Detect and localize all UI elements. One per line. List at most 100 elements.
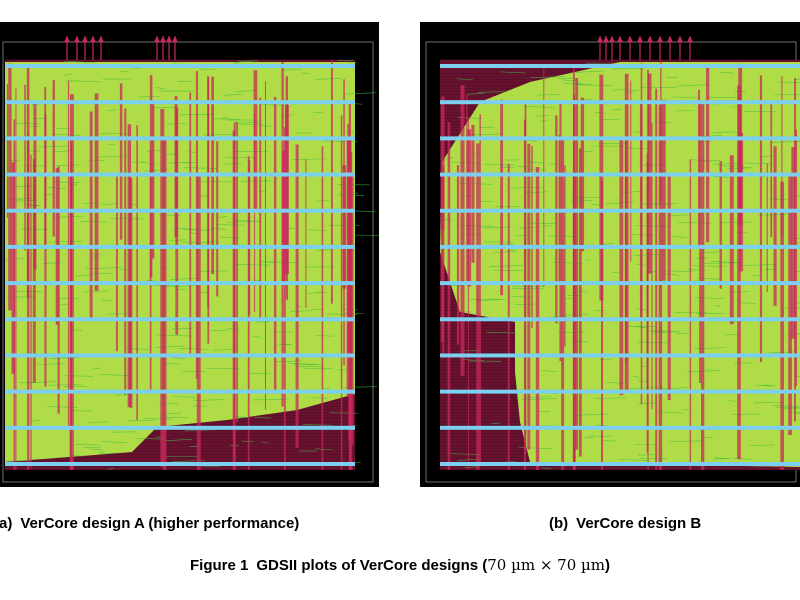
- routing-wire: [172, 395, 196, 398]
- routing-wire: [171, 356, 186, 360]
- power-rail: [5, 389, 355, 394]
- subcaption-a: (a) VerCore design A (higher performance): [0, 515, 299, 532]
- routing-wire: [627, 90, 639, 92]
- routing-wire: [179, 347, 209, 350]
- routing-wire: [635, 325, 646, 328]
- routing-wire: [64, 375, 94, 377]
- io-pin-head: [98, 36, 104, 42]
- routing-wire: [80, 221, 107, 223]
- routing-wire: [66, 80, 101, 83]
- io-pin-head: [657, 36, 663, 42]
- figure-caption: Figure 1 GDSII plots of VerCore designs (…: [0, 556, 800, 574]
- routing-wire: [631, 375, 640, 378]
- routing-wire: [6, 460, 31, 462]
- routing-wire: [89, 448, 103, 450]
- routing-wire: [262, 261, 298, 264]
- power-rail: [440, 389, 800, 394]
- routing-wire: [536, 114, 549, 117]
- routing-wire: [637, 341, 668, 344]
- routing-wire: [101, 299, 112, 301]
- routing-wire: [749, 444, 775, 446]
- routing-wire: [486, 331, 517, 334]
- routing-wire: [288, 362, 322, 365]
- power-rail: [440, 317, 800, 322]
- routing-wire: [649, 330, 679, 333]
- routing-wire: [456, 78, 474, 81]
- routing-wire: [537, 94, 560, 96]
- routing-wire: [223, 93, 242, 96]
- routing-wire: [494, 250, 518, 253]
- figure-number: Figure 1: [190, 557, 249, 574]
- routing-wire: [732, 458, 753, 460]
- routing-wire: [728, 400, 737, 402]
- routing-wire: [542, 370, 559, 372]
- routing-wire: [795, 79, 800, 80]
- routing-wire: [774, 93, 800, 95]
- routing-wire: [108, 143, 115, 146]
- routing-wire: [218, 216, 228, 218]
- routing-wire: [315, 78, 342, 80]
- routing-wire: [539, 119, 547, 122]
- routing-wire: [253, 335, 262, 338]
- routing-wire: [705, 369, 721, 371]
- routing-wire: [678, 84, 709, 87]
- figure-caption-close: ): [605, 557, 610, 574]
- routing-wire: [89, 272, 114, 275]
- routing-wire: [672, 96, 701, 99]
- routing-wire: [235, 90, 257, 92]
- routing-wire: [143, 418, 172, 420]
- routing-wire: [678, 221, 712, 224]
- routing-wire: [310, 397, 328, 399]
- power-rail: [440, 100, 800, 105]
- routing-wire: [241, 440, 254, 443]
- routing-wire: [526, 222, 555, 224]
- io-pin-head: [617, 36, 623, 42]
- io-pin-head: [64, 36, 70, 42]
- routing-wire: [683, 408, 690, 411]
- routing-wire: [226, 220, 259, 223]
- routing-wire: [169, 278, 197, 280]
- power-rail: [440, 64, 800, 68]
- power-rail: [5, 462, 355, 466]
- power-rail: [5, 244, 355, 249]
- power-rail: [440, 281, 800, 286]
- io-pin-head: [82, 36, 88, 42]
- io-pin-head: [166, 36, 172, 42]
- routing-wire: [612, 88, 626, 91]
- routing-wire: [618, 459, 650, 461]
- routing-wire: [672, 236, 687, 238]
- routing-wire: [594, 309, 606, 312]
- routing-wire: [234, 61, 241, 64]
- power-rail: [5, 425, 355, 430]
- routing-wire: [739, 302, 756, 304]
- gdsii-plot-design-b: [420, 22, 800, 487]
- io-pin-head: [90, 36, 96, 42]
- routing-wire: [316, 335, 334, 337]
- power-rail: [5, 64, 355, 68]
- layout-graphic-b: [425, 36, 800, 483]
- routing-wire: [221, 117, 229, 119]
- routing-wire: [584, 259, 591, 261]
- routing-wire: [83, 202, 96, 204]
- die-outline: [2, 41, 374, 483]
- routing-wire: [31, 419, 41, 422]
- routing-wire: [100, 452, 120, 455]
- routing-wire: [138, 96, 160, 98]
- routing-wire: [176, 288, 187, 291]
- routing-wire: [282, 69, 303, 71]
- power-rail: [5, 281, 355, 286]
- routing-wire: [499, 71, 526, 74]
- routing-wire: [63, 73, 73, 76]
- io-pin-head: [627, 36, 633, 42]
- routing-wire: [575, 70, 604, 73]
- routing-wire: [187, 151, 197, 154]
- routing-wire: [760, 155, 775, 158]
- routing-wire: [449, 453, 482, 455]
- power-rail: [440, 244, 800, 249]
- routing-wire: [719, 71, 735, 74]
- routing-wire: [482, 226, 511, 229]
- routing-wire: [770, 198, 787, 200]
- routing-wire: [315, 448, 333, 451]
- routing-wire: [127, 419, 156, 422]
- routing-wire: [524, 105, 556, 108]
